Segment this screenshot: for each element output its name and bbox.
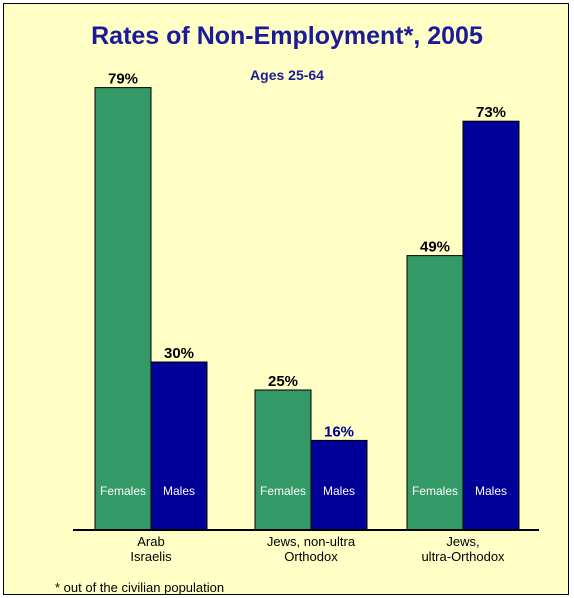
chart-subtitle: Ages 25-64 [250,67,324,83]
series-label: Females [412,484,458,498]
data-label: 49% [420,239,450,256]
data-label: 25% [268,373,298,390]
data-label: 73% [476,104,506,121]
series-label: Males [475,484,507,498]
data-label: 79% [108,71,138,88]
data-label: 16% [324,423,354,440]
category-label: ultra-Orthodox [421,549,505,564]
category-label: Jews, [446,534,479,549]
series-label: Males [163,484,195,498]
series-label: Males [323,484,355,498]
category-label: Arab [137,534,164,549]
bar-males [310,439,368,531]
bar-females [254,389,312,531]
category-label: Israelis [130,549,172,564]
category-label: Jews, non-ultra [267,534,356,549]
footnote: * out of the civilian population [55,580,225,595]
chart-title: Rates of Non-Employment*, 2005 [91,22,483,50]
data-label: 30% [164,345,194,362]
bar-females [94,87,152,531]
bar-males [462,120,520,531]
series-label: Females [100,484,146,498]
bar-males [150,361,208,531]
category-label: Orthodox [284,549,338,564]
series-label: Females [260,484,306,498]
